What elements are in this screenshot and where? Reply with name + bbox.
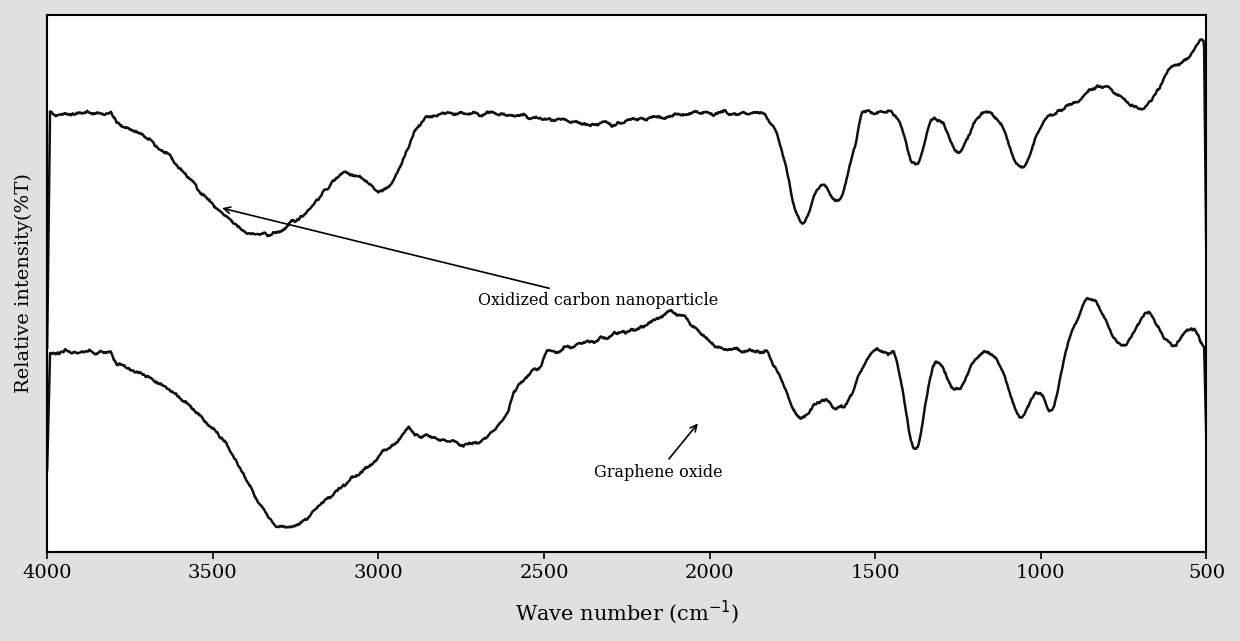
Text: Oxidized carbon nanoparticle: Oxidized carbon nanoparticle [224, 207, 718, 309]
X-axis label: Wave number (cm$^{-1}$): Wave number (cm$^{-1}$) [515, 598, 739, 626]
Text: Graphene oxide: Graphene oxide [594, 425, 722, 481]
Y-axis label: Relative intensity(%T): Relative intensity(%T) [15, 174, 33, 394]
